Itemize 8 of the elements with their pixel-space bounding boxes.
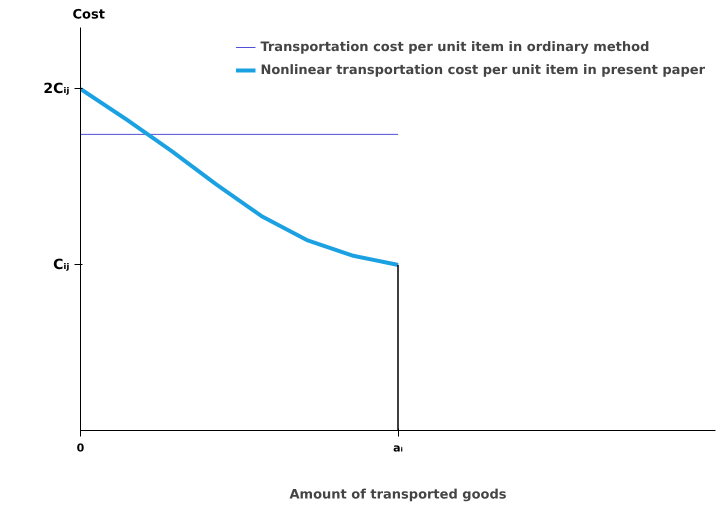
legend-label: Transportation cost per unit item in ordinary method bbox=[260, 40, 650, 54]
text: aᵢ bbox=[393, 442, 403, 454]
text: 2Cᵢⱼ bbox=[43, 80, 70, 97]
x-axis-title: Amount of transported goods bbox=[289, 488, 507, 502]
text: 0 bbox=[76, 442, 85, 454]
text: Cost bbox=[72, 8, 105, 22]
text: Cᵢⱼ bbox=[53, 256, 70, 273]
legend-label: Nonlinear transportation cost per unit item in present paper bbox=[260, 62, 705, 78]
